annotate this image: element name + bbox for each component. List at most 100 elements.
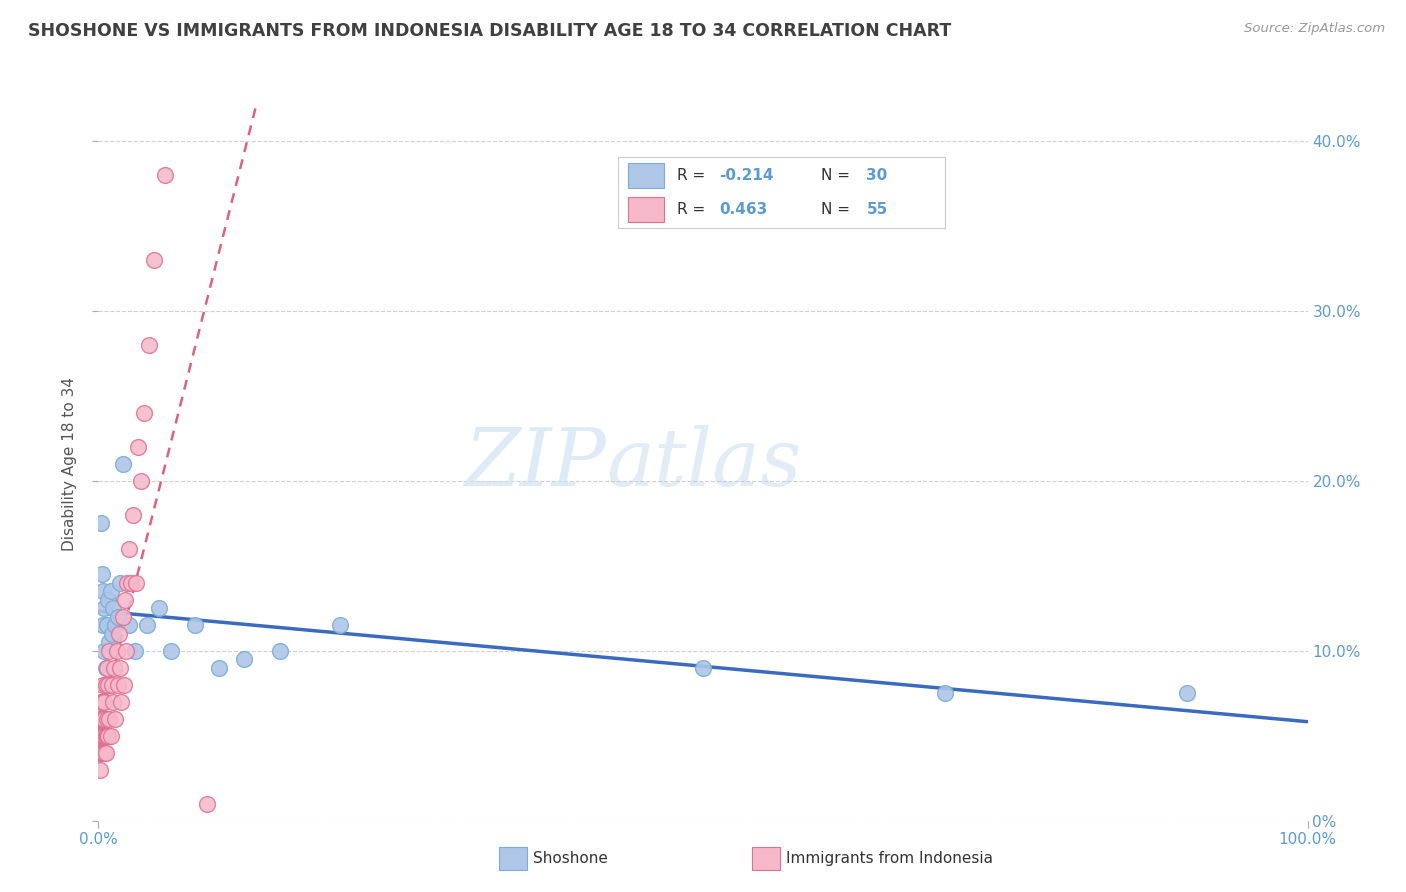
Point bbox=[94, 661, 117, 675]
Point bbox=[120, 575, 142, 590]
Point bbox=[100, 729, 122, 743]
Point bbox=[135, 618, 157, 632]
Point bbox=[93, 601, 115, 615]
Point bbox=[104, 712, 127, 726]
Point bbox=[148, 601, 170, 615]
Text: Shoshone: Shoshone bbox=[533, 851, 607, 865]
Point bbox=[114, 592, 136, 607]
Point bbox=[122, 508, 145, 522]
Point bbox=[94, 729, 117, 743]
Point bbox=[91, 678, 114, 692]
Text: N =: N = bbox=[821, 202, 855, 217]
Point bbox=[101, 601, 124, 615]
Text: SHOSHONE VS IMMIGRANTS FROM INDONESIA DISABILITY AGE 18 TO 34 CORRELATION CHART: SHOSHONE VS IMMIGRANTS FROM INDONESIA DI… bbox=[28, 22, 952, 40]
Point bbox=[105, 644, 128, 658]
Point bbox=[100, 626, 122, 640]
Point bbox=[138, 338, 160, 352]
Point bbox=[97, 729, 120, 743]
Point bbox=[96, 712, 118, 726]
Text: -0.214: -0.214 bbox=[720, 169, 775, 184]
Point bbox=[111, 609, 134, 624]
Point bbox=[91, 695, 114, 709]
Point bbox=[134, 406, 156, 420]
Point bbox=[91, 618, 114, 632]
Point bbox=[93, 695, 115, 709]
Point bbox=[692, 661, 714, 675]
Text: Source: ZipAtlas.com: Source: ZipAtlas.com bbox=[1244, 22, 1385, 36]
Point bbox=[232, 652, 254, 666]
Point bbox=[91, 746, 114, 760]
Text: atlas: atlas bbox=[606, 425, 801, 502]
Point bbox=[107, 678, 129, 692]
Point bbox=[934, 686, 956, 700]
Point bbox=[112, 678, 135, 692]
Text: ZIP: ZIP bbox=[464, 425, 606, 502]
Point bbox=[89, 746, 111, 760]
Point bbox=[90, 516, 112, 531]
Point bbox=[108, 626, 131, 640]
Point bbox=[124, 644, 146, 658]
Text: R =: R = bbox=[678, 202, 716, 217]
Point bbox=[115, 644, 138, 658]
Point bbox=[117, 575, 139, 590]
Point bbox=[94, 678, 117, 692]
Text: 30: 30 bbox=[866, 169, 887, 184]
Point bbox=[91, 729, 114, 743]
Point bbox=[127, 440, 149, 454]
Point bbox=[97, 678, 120, 692]
Point bbox=[125, 575, 148, 590]
Text: Immigrants from Indonesia: Immigrants from Indonesia bbox=[786, 851, 993, 865]
Point bbox=[93, 644, 115, 658]
Point bbox=[97, 592, 120, 607]
Point bbox=[91, 746, 114, 760]
Point bbox=[108, 661, 131, 675]
Point bbox=[90, 712, 112, 726]
Point bbox=[90, 746, 112, 760]
Text: 0.463: 0.463 bbox=[720, 202, 768, 217]
Point bbox=[111, 457, 134, 471]
Point bbox=[118, 541, 141, 556]
Point bbox=[93, 729, 115, 743]
Point bbox=[107, 609, 129, 624]
Point bbox=[96, 618, 118, 632]
Point bbox=[93, 746, 115, 760]
Point bbox=[110, 695, 132, 709]
Point bbox=[329, 618, 352, 632]
Point bbox=[96, 729, 118, 743]
Point bbox=[153, 168, 176, 182]
Y-axis label: Disability Age 18 to 34: Disability Age 18 to 34 bbox=[62, 376, 77, 551]
Point bbox=[100, 584, 122, 599]
FancyBboxPatch shape bbox=[628, 163, 664, 188]
Point bbox=[93, 712, 115, 726]
Point bbox=[98, 644, 121, 658]
Point bbox=[269, 644, 291, 658]
Point bbox=[89, 763, 111, 777]
Point bbox=[91, 567, 114, 582]
Point bbox=[96, 661, 118, 675]
Point bbox=[91, 712, 114, 726]
Point bbox=[104, 618, 127, 632]
Text: R =: R = bbox=[678, 169, 710, 184]
Text: N =: N = bbox=[821, 169, 855, 184]
Point bbox=[91, 584, 114, 599]
Point bbox=[1175, 686, 1198, 700]
Point bbox=[98, 712, 121, 726]
Point bbox=[143, 252, 166, 267]
Point bbox=[94, 746, 117, 760]
Point bbox=[160, 644, 183, 658]
Text: 55: 55 bbox=[866, 202, 887, 217]
Point bbox=[118, 618, 141, 632]
Point bbox=[89, 729, 111, 743]
Point bbox=[98, 635, 121, 649]
Point bbox=[90, 729, 112, 743]
Point bbox=[90, 695, 112, 709]
Point bbox=[184, 618, 207, 632]
Point bbox=[108, 575, 131, 590]
Point bbox=[195, 797, 218, 811]
Point bbox=[100, 678, 122, 692]
Point bbox=[208, 661, 231, 675]
Point bbox=[101, 695, 124, 709]
Point bbox=[103, 661, 125, 675]
FancyBboxPatch shape bbox=[628, 197, 664, 222]
Point bbox=[129, 474, 152, 488]
